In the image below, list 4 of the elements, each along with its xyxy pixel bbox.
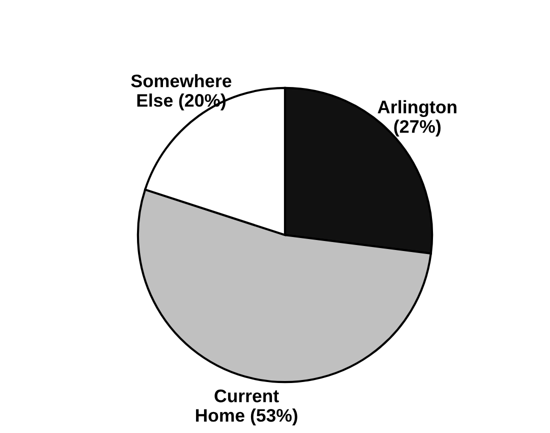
data-label: (27%) bbox=[394, 120, 441, 136]
slice-label: Current Home (53%) bbox=[196, 390, 298, 426]
slice-label: Somewhere Else (20%) bbox=[131, 74, 232, 110]
slice-label: Arlington bbox=[378, 100, 456, 118]
